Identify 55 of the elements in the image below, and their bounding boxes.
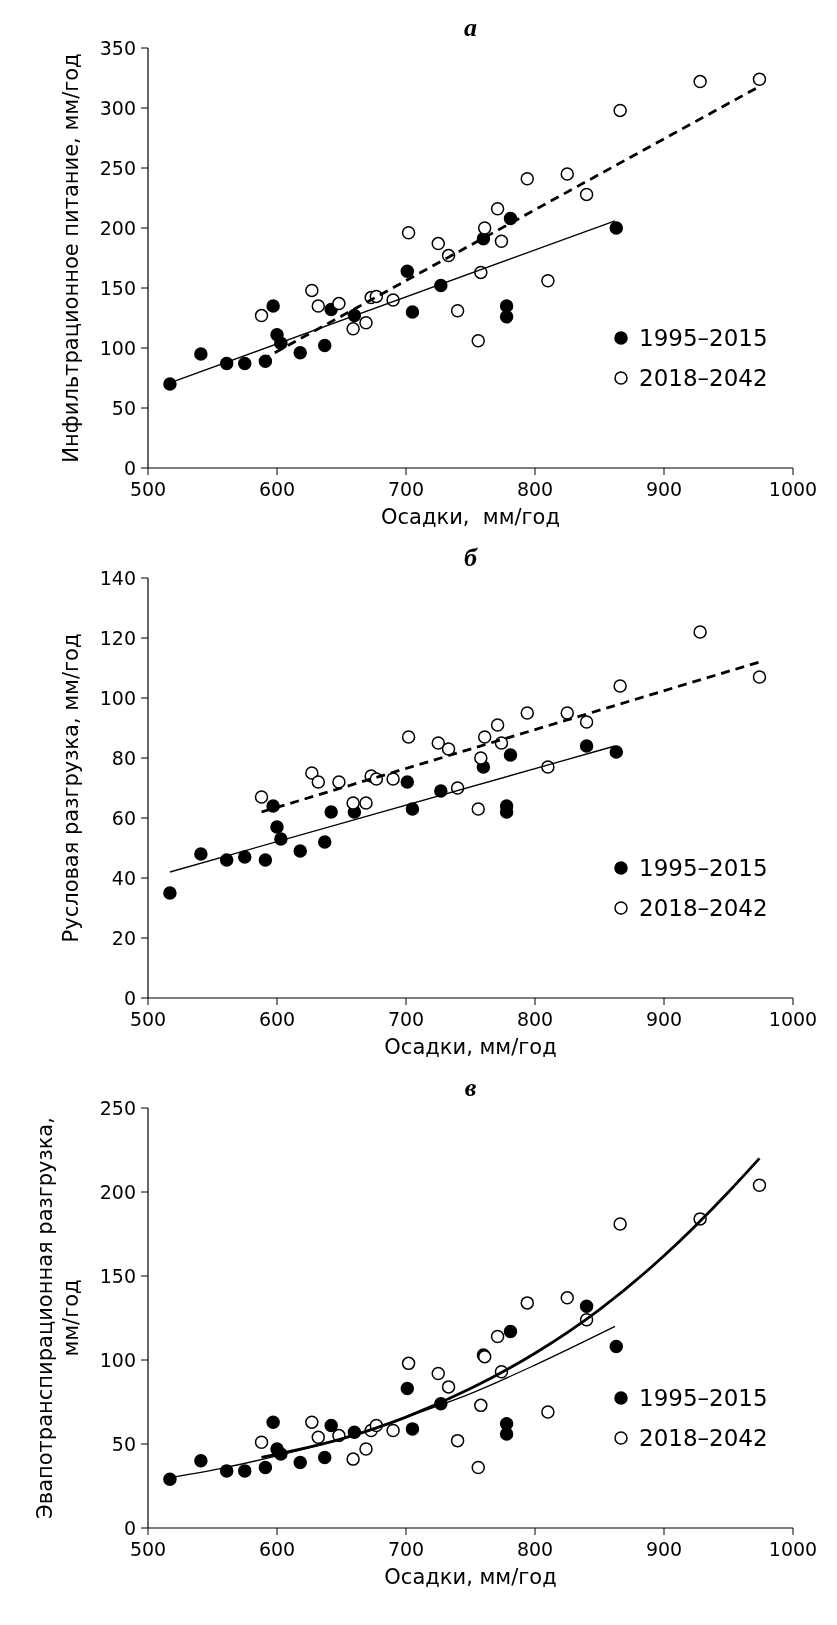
y-tick-label: 150 [99, 1264, 136, 1287]
y-tick-label: 200 [99, 216, 136, 239]
x-tick-label: 700 [387, 478, 425, 500]
y-tick-label: 350 [99, 36, 136, 59]
chart-title: б [464, 543, 479, 572]
x-axis-title: Осадки, мм/год [384, 1565, 557, 1589]
x-axis-title: Осадки, мм/год [384, 1035, 557, 1059]
x-axis-title: Осадки, мм/год [381, 505, 560, 529]
y-tick-label: 0 [123, 456, 136, 479]
legend-label: 2018–2042 [639, 895, 768, 922]
y-tick-label: 300 [99, 96, 136, 119]
x-tick-label: 500 [129, 1538, 167, 1560]
y-tick-label: 250 [99, 1096, 136, 1119]
y-tick-label: 100 [99, 336, 136, 359]
y-tick-label: 200 [99, 1180, 136, 1203]
x-tick-label: 1000 [768, 1008, 818, 1030]
legend-label: 1995–2015 [639, 1385, 768, 1412]
x-tick-label: 500 [129, 1008, 167, 1030]
y-axis-title: Инфильтрационное питание, мм/год [59, 53, 83, 463]
y-tick-label: 100 [99, 686, 136, 709]
x-tick-label: 1000 [768, 478, 818, 500]
x-tick-label: 800 [516, 1008, 554, 1030]
x-tick-label: 900 [645, 1008, 683, 1030]
legend-label: 1995–2015 [639, 325, 768, 352]
x-tick-label: 600 [258, 1538, 296, 1560]
legend-label: 1995–2015 [639, 855, 768, 882]
y-tick-label: 250 [99, 156, 136, 179]
y-axis-title: Русловая разгрузка, мм/год [59, 633, 83, 943]
legend-label: 2018–2042 [639, 1425, 768, 1452]
x-tick-label: 600 [258, 478, 296, 500]
x-tick-label: 700 [387, 1008, 425, 1030]
chart-title: в [464, 1073, 477, 1102]
y-tick-label: 0 [123, 1516, 136, 1539]
x-tick-label: 600 [258, 1008, 296, 1030]
x-tick-label: 900 [645, 478, 683, 500]
legend-label: 2018–2042 [639, 365, 768, 392]
x-tick-label: 800 [516, 1538, 554, 1560]
x-tick-label: 700 [387, 1538, 425, 1560]
chart-title: а [464, 13, 477, 42]
y-tick-label: 50 [111, 1432, 136, 1455]
x-tick-label: 500 [129, 478, 167, 500]
y-tick-label: 150 [99, 276, 136, 299]
y-tick-label: 100 [99, 1348, 136, 1371]
x-tick-label: 800 [516, 478, 554, 500]
x-tick-label: 1000 [768, 1538, 818, 1560]
x-tick-label: 900 [645, 1538, 683, 1560]
y-tick-label: 20 [111, 926, 136, 949]
y-tick-label: 80 [111, 746, 136, 769]
y-tick-label: 0 [123, 986, 136, 1009]
y-tick-label: 120 [99, 626, 136, 649]
y-tick-label: 60 [111, 806, 136, 829]
y-axis-title: Эвапотранспирационная разгрузка, мм/год [33, 1117, 83, 1519]
y-tick-label: 40 [111, 866, 136, 889]
y-tick-label: 140 [99, 566, 136, 589]
y-tick-label: 50 [111, 396, 136, 419]
